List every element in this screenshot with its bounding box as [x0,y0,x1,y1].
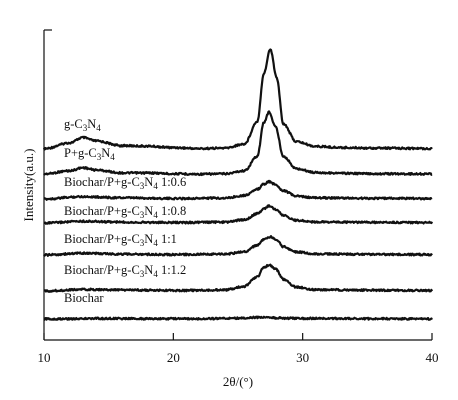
x-tick-label: 30 [296,350,309,365]
series-label: Biochar/P+g-C3N4 1:0.6 [64,175,186,191]
xrd-trace [43,110,433,177]
x-tick-label: 40 [426,350,439,365]
x-tick-label: 10 [38,350,51,365]
xrd-trace [43,204,433,225]
xrd-trace [43,263,433,293]
xrd-trace [43,179,433,201]
y-axis-label: Intensity(a.u.) [21,149,36,222]
series-label: g-C3N4 [64,117,101,133]
xrd-trace [43,235,433,257]
x-tick-label: 20 [167,350,180,365]
series-label: Biochar/P+g-C3N4 1:0.8 [64,204,186,220]
x-ticks: 10 20 30 40 [38,333,439,365]
xrd-trace [42,48,433,151]
traces [42,48,433,321]
series-label: Biochar [64,291,104,305]
series-label: Biochar/P+g-C3N4 1:1 [64,232,177,248]
series-label: P+g-C3N4 [64,146,115,162]
xrd-trace [43,315,433,321]
x-axis-label: 2θ/(°) [223,374,253,389]
series-label: Biochar/P+g-C3N4 1:1.2 [64,263,186,279]
